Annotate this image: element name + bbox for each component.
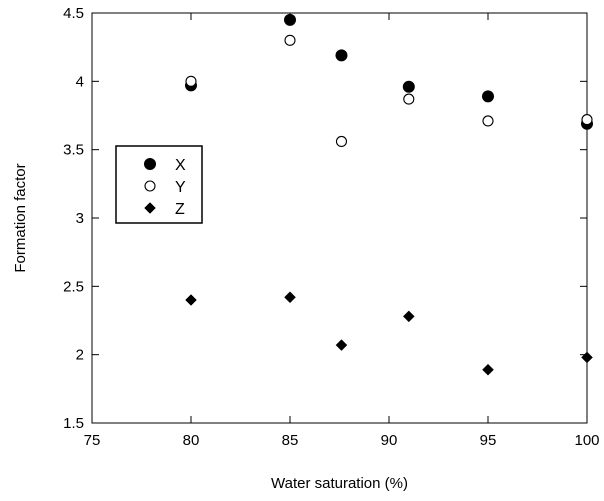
y-tick-label: 2 xyxy=(76,347,84,364)
data-point-y xyxy=(284,34,296,46)
legend-label-z: Z xyxy=(175,201,185,218)
legend-box xyxy=(115,145,203,224)
data-point-x xyxy=(402,80,415,93)
y-tick-label: 1.5 xyxy=(63,415,84,432)
axis-ticks xyxy=(91,12,588,424)
data-point-y xyxy=(482,115,494,127)
legend-items: XYZ xyxy=(144,157,186,218)
legend-label-y: Y xyxy=(175,179,186,196)
data-point-x xyxy=(335,49,348,62)
legend: XYZ xyxy=(115,145,203,224)
data-point-y xyxy=(403,93,415,105)
legend-marker-y xyxy=(144,180,156,192)
y-tick-label: 3.5 xyxy=(63,142,84,159)
data-points xyxy=(185,13,593,376)
data-point-x xyxy=(284,13,296,26)
x-axis-title: Water saturation (%) xyxy=(271,475,408,492)
data-point-y xyxy=(335,135,348,148)
x-tick-label: 95 xyxy=(480,432,497,449)
legend-label-x: X xyxy=(175,157,186,174)
y-tick-label: 2.5 xyxy=(63,278,84,295)
y-tick-label: 4.5 xyxy=(63,5,84,22)
x-tick-label: 75 xyxy=(84,432,101,449)
x-tick-label: 85 xyxy=(282,432,299,449)
data-point-z xyxy=(185,294,197,306)
y-tick-label: 3 xyxy=(76,210,84,227)
legend-marker-x xyxy=(144,158,156,170)
y-tick-label: 4 xyxy=(76,73,84,90)
data-point-y xyxy=(581,114,593,126)
data-point-z xyxy=(335,339,348,351)
x-tick-label: 80 xyxy=(183,432,200,449)
data-point-y xyxy=(185,75,197,87)
data-point-z xyxy=(402,310,415,323)
data-point-z xyxy=(284,291,296,304)
y-axis-title: Formation factor xyxy=(12,163,29,272)
data-point-z xyxy=(482,363,494,376)
data-point-z xyxy=(581,351,593,364)
x-tick-label: 90 xyxy=(381,432,398,449)
tick-labels: 75 80 85 90 95 100 1.5 2 2.5 3 3.5 4 4.5 xyxy=(63,5,599,449)
legend-marker-z xyxy=(144,202,156,214)
x-tick-label: 100 xyxy=(574,432,599,449)
data-point-x xyxy=(482,90,494,103)
